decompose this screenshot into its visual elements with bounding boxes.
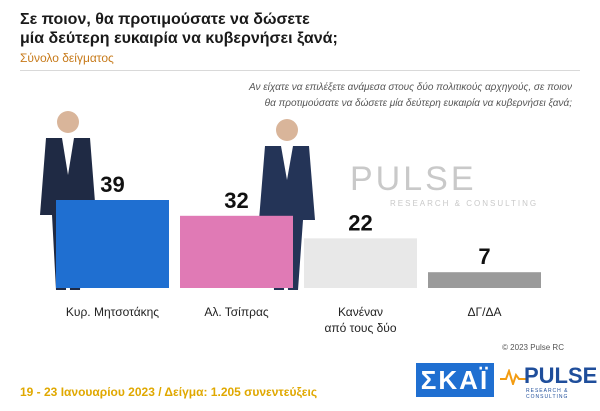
chart-subtitle: Σύνολο δείγματος <box>20 51 114 65</box>
category-label-2: Αλ. Τσίπρας <box>204 305 269 319</box>
bar-4 <box>428 272 541 288</box>
chart-title-line1: Σε ποιον, θα προτιμούσατε να δώσετε <box>20 11 310 28</box>
bar-value-label-1: 39 <box>100 172 124 197</box>
survey-question-line1: Αν είχατε να επιλέξετε ανάμεσα στους δύο… <box>248 82 572 93</box>
chart-title: Σε ποιον, θα προτιμούσατε να δώσετε μία … <box>20 10 338 48</box>
pulse-watermark-main: PULSE <box>350 160 477 198</box>
pulse-logo-subtext: RESEARCH & CONSULTING <box>526 388 569 400</box>
pulse-wave-icon <box>500 369 526 385</box>
survey-date-sample: 19 - 23 Ιανουαρίου 2023 / Δείγμα: 1.205 … <box>20 385 318 399</box>
header-divider <box>20 70 580 71</box>
bar-value-label-4: 7 <box>478 244 490 269</box>
bar-3 <box>304 238 417 288</box>
bar-value-label-3: 22 <box>348 210 372 235</box>
chart-title-line2: μία δεύτερη ευκαιρία να κυβερνήσει ξανά; <box>20 30 338 47</box>
category-label-3-line2: από τους δύο <box>324 321 396 335</box>
skai-logo: ΣΚΑΪ <box>416 363 494 397</box>
category-label-4: ΔΓ/ΔΑ <box>468 305 502 319</box>
pulse-watermark-sub: RESEARCH & CONSULTING <box>390 199 539 208</box>
survey-question: Αν είχατε να επιλέξετε ανάμεσα στους δύο… <box>132 80 572 112</box>
category-label-3-line1: Κανέναν <box>338 305 383 319</box>
pulse-watermark: PULSE RESEARCH & CONSULTING <box>350 160 538 208</box>
bar-value-label-2: 32 <box>224 188 248 213</box>
bar-1 <box>56 200 169 288</box>
category-label-1: Κυρ. Μητσοτάκης <box>66 305 159 319</box>
survey-question-line2: θα προτιμούσατε να δώσετε μία δεύτερη ευ… <box>264 98 572 109</box>
pulse-logo: PULSE RESEARCH & CONSULTING <box>500 363 597 400</box>
pulse-logo-text: PULSE <box>524 363 598 388</box>
bar-2 <box>180 215 293 288</box>
copyright-text: © 2023 Pulse RC <box>502 343 564 352</box>
